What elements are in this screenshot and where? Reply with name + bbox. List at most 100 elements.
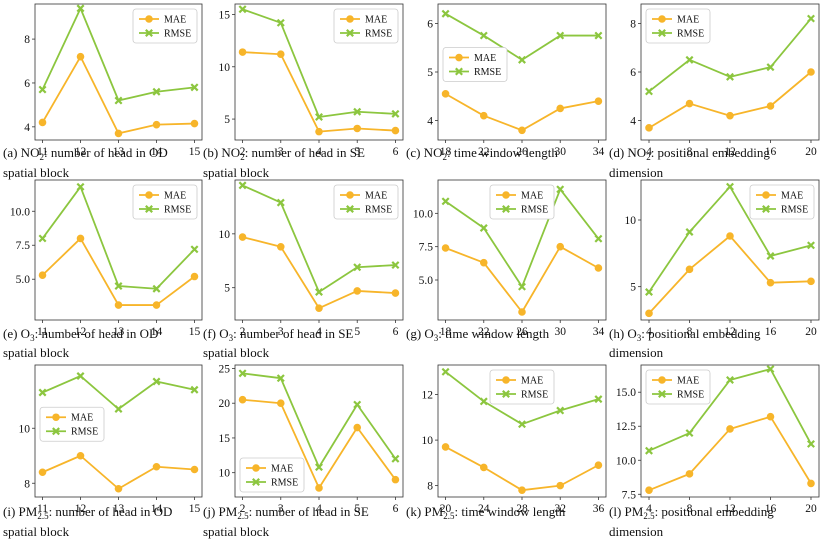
- subplot-a: 11 12 13 14 15 4 6 8 MAE RMSE (a) NO2: number of h…: [3, 3, 203, 180]
- rmse-point: [391, 109, 400, 118]
- rmse-marker-stroke: [766, 365, 775, 374]
- x-tick-label: 22: [478, 146, 490, 158]
- caption-line-1: (h) O3: positional embedding: [609, 326, 761, 343]
- rmse-point: [276, 374, 285, 383]
- rmse-point: [152, 377, 161, 386]
- mae-point: [152, 462, 161, 471]
- rmse-point: [353, 263, 362, 272]
- rmse-point: [190, 385, 199, 394]
- rmse-marker-stroke: [38, 234, 47, 243]
- x-tick-label: 11: [37, 503, 48, 515]
- x-tick-label: 22: [478, 326, 490, 338]
- x-tick-label: 20: [440, 503, 452, 515]
- x-tick-label: 11: [37, 146, 48, 158]
- x-tick-label: 15: [189, 503, 201, 515]
- x-tick-label: 6: [393, 146, 399, 158]
- legend-label: MAE: [474, 53, 496, 64]
- x-tick-label: 12: [724, 326, 736, 338]
- y-tick-label: 10: [19, 423, 31, 435]
- y-tick-label: 10.0: [10, 206, 30, 218]
- caption-line-1: (g) O3: time window length: [406, 326, 550, 343]
- rmse-marker-stroke: [502, 390, 510, 398]
- mae-point: [726, 232, 734, 240]
- rmse-marker-stroke: [145, 205, 153, 213]
- subplot-g: 18 22 26 30 34 5.0 7.5 10.0 MAE RMSE (g) O3: time …: [406, 179, 607, 343]
- mae-point: [518, 126, 526, 135]
- x-tick-label: 26: [516, 326, 528, 338]
- legend-swatch-marker: [762, 191, 770, 199]
- rmse-marker-stroke: [152, 284, 161, 293]
- mae-point: [479, 258, 488, 267]
- legend-label: RMSE: [521, 205, 548, 216]
- rmse-marker-stroke: [658, 29, 666, 37]
- caption-line-2: spatial block: [203, 524, 270, 539]
- rmse-point: [518, 282, 526, 291]
- rmse-marker-stroke: [594, 234, 603, 243]
- x-tick-label: 4: [316, 503, 322, 515]
- subplot-j: 2 3 4 5 6 10 15 20 25 MAE RMSE (j) PM2.5: number of…: [203, 363, 404, 539]
- rmse-marker-stroke: [726, 182, 734, 191]
- legend: MAE RMSE: [489, 369, 555, 405]
- legend-label: MAE: [365, 191, 387, 202]
- legend-swatch-marker: [145, 15, 153, 23]
- rmse-marker-stroke: [479, 397, 488, 406]
- y-tick-label: 15: [219, 9, 231, 21]
- y-tick-label: 10.0: [413, 208, 433, 220]
- x-tick-label: 3: [278, 503, 284, 515]
- mae-point: [594, 264, 603, 272]
- caption-line-1: (f) O3: number of head in SE: [203, 326, 353, 343]
- legend-label: RMSE: [781, 205, 808, 216]
- mae-point: [441, 443, 450, 451]
- rmse-marker-stroke: [726, 375, 734, 384]
- x-tick-label: 8: [687, 146, 693, 158]
- y-tick-label: 10: [219, 468, 231, 480]
- rmse-point: [685, 228, 694, 236]
- rmse-marker-stroke: [346, 29, 354, 37]
- y-tick-label: 10: [625, 215, 637, 227]
- caption-line-2: dimension: [609, 165, 664, 180]
- rmse-point: [726, 72, 734, 81]
- legend-swatch-marker: [658, 29, 666, 37]
- mae-point: [391, 289, 400, 297]
- mae-point: [645, 309, 653, 318]
- rmse-point: [38, 85, 47, 94]
- x-tick-label: 36: [593, 503, 605, 515]
- rmse-point: [152, 284, 161, 293]
- y-tick-label: 7.5: [419, 242, 434, 254]
- legend-label: MAE: [677, 15, 699, 26]
- rmse-marker-stroke: [145, 29, 153, 37]
- rmse-marker-stroke: [238, 369, 247, 378]
- mae-point: [645, 486, 653, 494]
- rmse-marker-stroke: [518, 282, 526, 291]
- rmse-marker-stroke: [238, 181, 247, 190]
- rmse-point: [807, 439, 815, 448]
- legend-swatch-marker: [658, 390, 666, 398]
- x-tick-label: 2: [240, 146, 246, 158]
- rmse-marker-stroke: [807, 439, 815, 448]
- mae-point: [315, 484, 323, 492]
- caption-line-2: spatial block: [203, 165, 270, 180]
- x-tick-label: 5: [354, 326, 360, 338]
- legend-swatch-marker: [502, 191, 510, 199]
- rmse-point: [685, 429, 694, 438]
- mae-point: [766, 102, 775, 110]
- rmse-marker-stroke: [114, 282, 123, 290]
- legend: MAE RMSE: [239, 457, 305, 493]
- rmse-marker-stroke: [190, 385, 199, 394]
- mae-point: [594, 97, 603, 105]
- mae-point: [353, 287, 362, 295]
- rmse-marker-stroke: [479, 31, 488, 40]
- legend-label: MAE: [71, 413, 93, 424]
- x-tick-label: 4: [316, 326, 322, 338]
- mae-point: [441, 244, 450, 252]
- caption-line-2: dimension: [609, 345, 664, 360]
- x-tick-label: 3: [278, 146, 284, 158]
- rmse-marker-stroke: [766, 252, 775, 260]
- y-tick-label: 10: [219, 229, 231, 241]
- mae-point: [38, 468, 47, 477]
- legend-label: MAE: [271, 464, 293, 475]
- rmse-marker-stroke: [518, 420, 526, 429]
- mae-line: [445, 446, 599, 492]
- x-tick-label: 4: [316, 146, 322, 158]
- mae-point: [556, 242, 565, 251]
